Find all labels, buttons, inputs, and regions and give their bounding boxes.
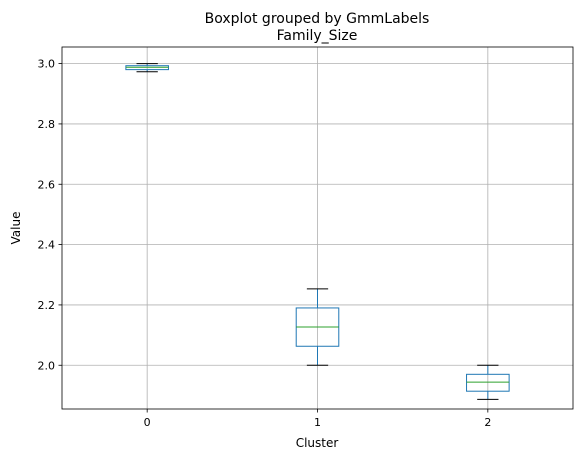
y-tick-label: 2.8 [38,118,56,131]
chart-title: Family_Size [277,28,358,44]
box-group-cluster-1 [295,288,340,366]
box-group-cluster-2 [466,364,510,400]
y-tick-label: 2.2 [38,299,56,312]
x-tick-label: 2 [484,416,491,429]
y-tick-label: 2.4 [38,239,56,252]
boxes-layer [125,63,510,400]
x-axis-label: Cluster [296,436,339,450]
chart-suptitle: Boxplot grouped by GmmLabels [205,11,430,27]
y-tick-label: 2.0 [38,359,56,372]
y-ticks: 2.0 2.2 2.4 2.6 2.8 3.0 [38,58,62,372]
y-axis-label: Value [9,212,23,245]
x-ticks: 0 1 2 [144,409,491,429]
x-tick-label: 0 [144,416,151,429]
y-tick-label: 3.0 [38,58,56,71]
box-group-cluster-0 [125,63,169,73]
y-tick-label: 2.6 [38,178,56,191]
iqr-box [466,373,510,392]
x-tick-label: 1 [314,416,321,429]
